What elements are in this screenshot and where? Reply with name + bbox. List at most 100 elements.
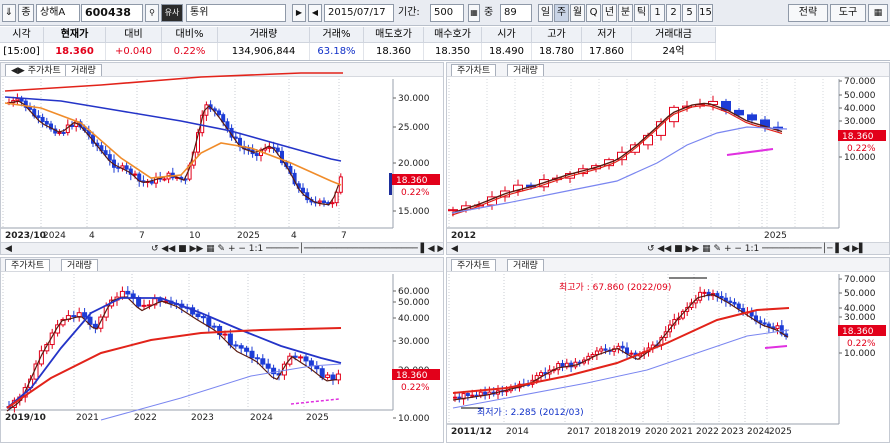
strategy-button[interactable]: 전략 (788, 4, 828, 22)
last-price-label: 18.360 (842, 327, 874, 337)
x-tick-label: 7 (341, 231, 347, 241)
period-button[interactable]: 1 (650, 4, 665, 22)
quote-value: 18.360 (44, 43, 106, 60)
tab-volume[interactable]: 거래량 (507, 64, 544, 76)
period-button[interactable]: 5 (682, 4, 697, 22)
layout-icon[interactable]: ▦ (868, 4, 888, 22)
last-price-tag (392, 369, 440, 380)
y-tick-label: 25.000 (398, 123, 430, 133)
quote-header: 저가 (582, 27, 632, 43)
quote-value: +0.040 (106, 43, 162, 60)
period-button[interactable]: 년 (602, 4, 617, 22)
candle-body (133, 173, 137, 176)
period-button[interactable]: Q (586, 4, 601, 22)
candle-body (275, 147, 280, 152)
candle-body (222, 333, 228, 336)
x-tick-label: 2011/12 (451, 427, 492, 437)
signal-line (290, 398, 340, 405)
tools-button[interactable]: 도구 (830, 4, 866, 22)
y-tick-label: 50.000 (398, 298, 430, 308)
candle-body (330, 202, 335, 205)
chart-nav-bar[interactable]: ◀ ↺ ◀◀ ■ ▶▶ ▦ ✎ + − 1:1 ──────│─────────… (1, 242, 444, 254)
zoom-input[interactable]: 89 (500, 4, 532, 22)
candle-body (57, 131, 62, 134)
play-icon[interactable]: ▶ (292, 4, 306, 22)
x-tick-label: 2017 (567, 427, 590, 437)
candle-body (124, 165, 129, 170)
candle-body (732, 301, 737, 305)
quote-value: 0.22% (162, 43, 218, 60)
y-tick-label: 15.000 (398, 207, 430, 217)
candle-body (260, 358, 266, 365)
ma-line-red (6, 327, 342, 409)
nav-controls[interactable]: ↺ ◀◀ ■ ▶▶ ▦ ✎ + − 1:1 ──────│───────────… (151, 244, 444, 254)
similar-button[interactable]: 유사 (161, 4, 183, 22)
nav-left-icon[interactable]: ◀ (451, 244, 458, 254)
nav-left-icon[interactable]: ◀ (5, 244, 12, 254)
period-button[interactable]: 일 (538, 4, 553, 22)
candle-body (736, 303, 741, 310)
change-percent-label: 0.22% (401, 188, 430, 198)
candle-body (448, 209, 458, 212)
tab-price-chart[interactable]: 주가차트 (451, 259, 497, 271)
tab-price-chart[interactable]: 주가차트 (451, 64, 497, 76)
candle-body (556, 363, 561, 371)
period-button[interactable]: 15 (698, 4, 713, 22)
y-tick-label: 40.000 (844, 104, 876, 114)
stock-code-input[interactable]: 600438 (81, 4, 143, 22)
x-tick-label: 2023 (191, 413, 214, 423)
period-button[interactable]: 주 (554, 4, 569, 22)
signal-line (764, 345, 788, 349)
stock-type-button[interactable]: 종 (18, 4, 34, 22)
chart-tabs: 주가차트 거래량 (447, 63, 889, 77)
tab-volume[interactable]: 거래량 (61, 259, 98, 271)
price-chart[interactable]: 70.00050.00040.00030.00020.00010.0002012… (447, 63, 890, 255)
period-label: 기간: (398, 7, 420, 18)
chart-panel-daily[interactable]: ◀▶ 주가차트 거래량 30.000 25.000 20.000 15.000 2023… (0, 62, 444, 255)
nav-controls[interactable]: ↺ ◀◀ ■ ▶▶ ▦ ✎ + − 1:1 ───────────│─ ▌◀ ▶… (647, 244, 866, 254)
chart-panel-yearly[interactable]: 주가차트 거래량 70.00050.00040.00030.00020.0001… (446, 257, 890, 443)
change-percent-label: 0.22% (847, 144, 876, 154)
candle-body (254, 153, 259, 157)
period-input[interactable]: 500 (430, 4, 464, 22)
chart-panel-monthly[interactable]: 주가차트 거래량 60.00050.00040.00030.00020.0001… (0, 257, 444, 443)
y-tick-label: 40.000 (398, 314, 430, 324)
period-button[interactable]: 월 (570, 4, 585, 22)
chart-tabs: 주가차트 거래량 (1, 258, 443, 272)
download-icon[interactable]: ⇓ (2, 4, 16, 22)
ma-line-20 (451, 104, 783, 216)
search-icon[interactable]: ⚲ (145, 4, 159, 22)
tab-volume[interactable]: 거래량 (507, 259, 544, 271)
chart-nav-bar[interactable]: ◀ ↺ ◀◀ ■ ▶▶ ▦ ✎ + − 1:1 ───────────│─ ▌◀… (447, 242, 889, 254)
market-select[interactable]: 상해A (36, 4, 80, 22)
candle-body (119, 290, 125, 298)
period-button[interactable]: 분 (618, 4, 633, 22)
back-icon[interactable]: ◀ (308, 4, 322, 22)
change-percent-label: 0.22% (847, 339, 876, 349)
date-input[interactable]: 2015/07/17 (324, 4, 394, 22)
period-button[interactable]: 2 (666, 4, 681, 22)
candle-body (775, 325, 780, 330)
ma-line-light (452, 329, 790, 409)
candle-body (44, 344, 50, 352)
tab-volume[interactable]: 거래량 (65, 64, 102, 76)
chart-panel-weekly[interactable]: 주가차트 거래량 70.00050.00040.00030.00020.0001… (446, 62, 890, 255)
price-chart[interactable]: 70.00050.00040.00030.00020.00010.0002011… (447, 258, 890, 443)
quote-header: 거래량 (218, 27, 310, 43)
candle-body (314, 365, 320, 370)
price-chart[interactable]: 60.00050.00040.00030.00020.00010.0002019… (1, 258, 444, 443)
candle-body (221, 114, 226, 123)
tab-price-chart[interactable]: 주가차트 (5, 259, 51, 271)
zoom-icon[interactable]: ▦ (468, 4, 480, 22)
ma-line-blue (6, 297, 342, 409)
nav-scale: 1:1 (248, 244, 264, 254)
quote-value: 134,906,844 (218, 43, 310, 60)
candle-body (322, 200, 326, 204)
candle-body (465, 393, 470, 396)
candle-body (590, 354, 595, 357)
y-tick-label: 10.000 (844, 349, 876, 359)
period-button[interactable]: 틱 (634, 4, 649, 22)
candle-body (620, 345, 625, 349)
zoom-label: 중 (484, 7, 494, 18)
